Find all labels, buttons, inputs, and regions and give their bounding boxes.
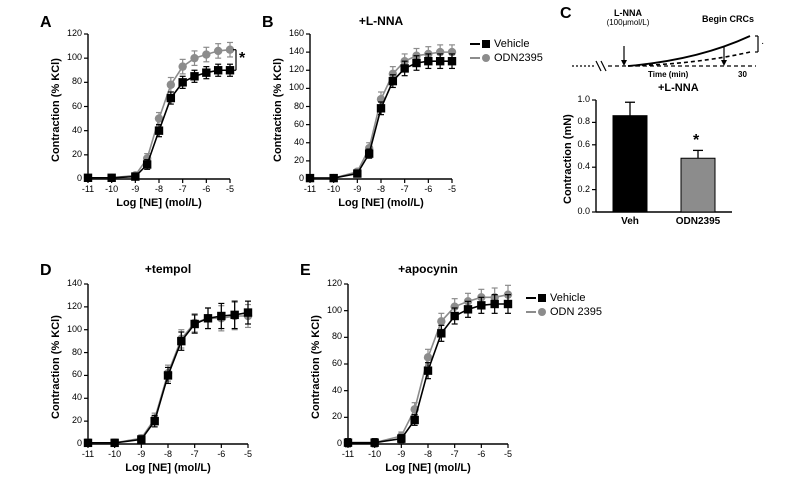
panel-C-bar	[0, 0, 800, 504]
bar-sig: *	[693, 132, 699, 150]
bar-name: ODN2395	[668, 216, 728, 227]
bar-ytick: 1.0	[568, 94, 590, 104]
bar-name: Veh	[600, 216, 660, 227]
bar-ylab: Contraction (mN)	[562, 114, 574, 204]
bar-ytick: 0.0	[568, 206, 590, 216]
